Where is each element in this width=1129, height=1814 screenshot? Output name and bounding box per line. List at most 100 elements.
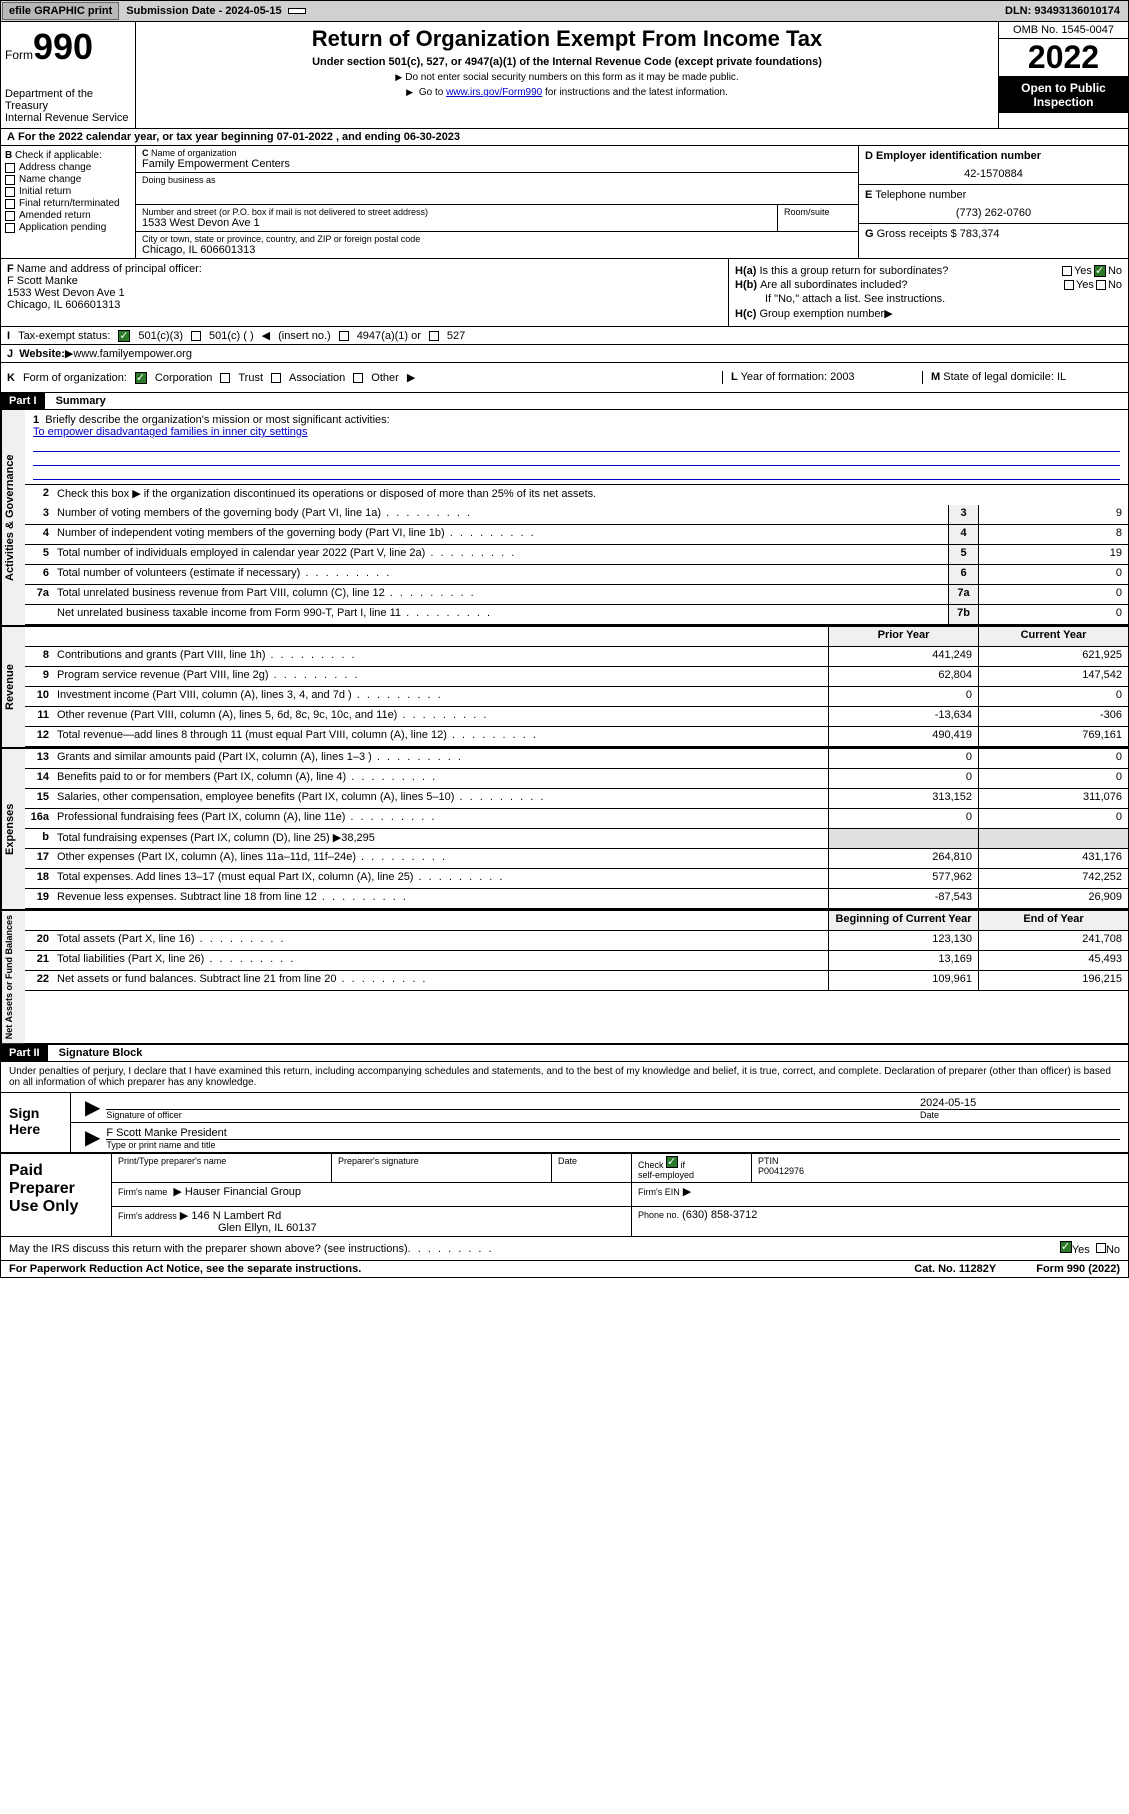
part1-badge: Part I <box>1 393 45 409</box>
eoy-hdr: End of Year <box>978 911 1128 930</box>
row-num: 13 <box>25 749 53 768</box>
rev-header-row: Prior Year Current Year <box>25 627 1128 647</box>
row-text: Number of independent voting members of … <box>53 525 948 544</box>
na-header-row: Beginning of Current Year End of Year <box>25 911 1128 931</box>
chk-assoc[interactable] <box>271 373 281 383</box>
current-year-val: -306 <box>978 707 1128 726</box>
chk-address-change[interactable] <box>5 163 15 173</box>
current-year-val: 0 <box>978 809 1128 828</box>
row-text: Professional fundraising fees (Part IX, … <box>53 809 828 828</box>
irs-link[interactable]: www.irs.gov/Form990 <box>446 87 542 98</box>
chk-app-pending[interactable] <box>5 223 15 233</box>
ag-row: Net unrelated business taxable income fr… <box>25 605 1128 625</box>
dots <box>408 1243 494 1255</box>
discuss-no[interactable] <box>1096 1243 1106 1253</box>
chk-501c3[interactable] <box>118 330 130 342</box>
row-text: Investment income (Part VIII, column (A)… <box>53 687 828 706</box>
row-box: 7a <box>948 585 978 604</box>
row-text: Total expenses. Add lines 13–17 (must eq… <box>53 869 828 888</box>
discuss-yes[interactable] <box>1060 1241 1072 1253</box>
vert-ag: Activities & Governance <box>1 410 25 625</box>
org-city: Chicago, IL 606601313 <box>142 244 852 256</box>
note2-pre: Go to <box>419 87 446 98</box>
row-box: 4 <box>948 525 978 544</box>
ha-no-checked[interactable] <box>1094 265 1106 277</box>
row-box: 5 <box>948 545 978 564</box>
current-year-val: 621,925 <box>978 647 1128 666</box>
row-num: 22 <box>25 971 53 990</box>
current-year-val: 311,076 <box>978 789 1128 808</box>
chk-final[interactable] <box>5 199 15 209</box>
org-name: Family Empowerment Centers <box>142 158 852 170</box>
row-text: Total unrelated business revenue from Pa… <box>53 585 948 604</box>
row-num: 21 <box>25 951 53 970</box>
submission-date-box <box>288 8 306 14</box>
n-b: b <box>25 829 53 848</box>
letter-m: M <box>931 371 940 383</box>
chk-4947[interactable] <box>339 331 349 341</box>
website-label: Website: <box>19 348 65 360</box>
chk-initial[interactable] <box>5 187 15 197</box>
prior-year-val: 0 <box>828 749 978 768</box>
pycy-row: 10 Investment income (Part VIII, column … <box>25 687 1128 707</box>
row-text: Total number of volunteers (estimate if … <box>53 565 948 584</box>
city-label: City or town, state or province, country… <box>142 234 852 244</box>
ha-yes[interactable] <box>1062 266 1072 276</box>
section-activities-governance: Activities & Governance 1 Briefly descri… <box>1 410 1128 627</box>
pycy-row: 12 Total revenue—add lines 8 through 11 … <box>25 727 1128 747</box>
domicile: IL <box>1057 371 1066 383</box>
pycy-row: 17 Other expenses (Part IX, column (A), … <box>25 849 1128 869</box>
row-text: Grants and similar amounts paid (Part IX… <box>53 749 828 768</box>
row-text: Benefits paid to or for members (Part IX… <box>53 769 828 788</box>
row-box: 6 <box>948 565 978 584</box>
efile-print-button[interactable]: efile GRAPHIC print <box>2 2 119 20</box>
firm-phone-cell: Phone no. (630) 858-3712 <box>632 1207 1128 1236</box>
website-url[interactable]: www.familyempower.org <box>73 348 192 360</box>
opt-527: 527 <box>447 330 465 342</box>
spacer <box>53 911 828 930</box>
note-link: Go to www.irs.gov/Form990 for instructio… <box>144 87 990 98</box>
hb-no[interactable] <box>1096 280 1106 290</box>
b-amended: Amended return <box>19 210 91 221</box>
spacer <box>53 627 828 646</box>
hb-yes[interactable] <box>1064 280 1074 290</box>
letter-a: A <box>7 131 15 143</box>
chk-527[interactable] <box>429 331 439 341</box>
signature-block: Under penalties of perjury, I declare th… <box>1 1062 1128 1153</box>
row-num: 20 <box>25 931 53 950</box>
row-text: Other revenue (Part VIII, column (A), li… <box>53 707 828 726</box>
omb-number: OMB No. 1545-0047 <box>999 22 1128 39</box>
current-year-hdr: Current Year <box>978 627 1128 646</box>
sig-date-label: Date <box>920 1109 1120 1120</box>
header-right: OMB No. 1545-0047 2022 Open to Public In… <box>998 22 1128 128</box>
chk-amended[interactable] <box>5 211 15 221</box>
row-box: 3 <box>948 505 978 524</box>
chk-other[interactable] <box>353 373 363 383</box>
chk-501c[interactable] <box>191 331 201 341</box>
f-label: Name and address of principal officer: <box>17 263 202 275</box>
ha-label: Is this a group return for subordinates? <box>759 265 948 277</box>
prior-year-val: 264,810 <box>828 849 978 868</box>
chk-trust[interactable] <box>220 373 230 383</box>
form-container: efile GRAPHIC print Submission Date - 20… <box>0 0 1129 1278</box>
letter-j: J <box>7 348 13 360</box>
row-text: Other expenses (Part IX, column (A), lin… <box>53 849 828 868</box>
chk-corp[interactable] <box>135 372 147 384</box>
calendar-year-line: A For the 2022 calendar year, or tax yea… <box>1 129 1128 146</box>
row-val: 9 <box>978 505 1128 524</box>
part1-header: Part I Summary <box>1 393 1128 410</box>
ag-row: 7a Total unrelated business revenue from… <box>25 585 1128 605</box>
row16b-py <box>828 829 978 848</box>
row-num: 12 <box>25 727 53 746</box>
chk-name-change[interactable] <box>5 175 15 185</box>
yes-label2: Yes <box>1076 279 1094 291</box>
form-number: 990 <box>33 26 93 68</box>
part2-header: Part II Signature Block <box>1 1045 1128 1062</box>
section-fh: F Name and address of principal officer:… <box>1 259 1128 327</box>
chk-self-employed[interactable] <box>666 1156 678 1168</box>
tel-value: (773) 262-0760 <box>865 207 1122 219</box>
col-d: D Employer identification number 42-1570… <box>858 146 1128 258</box>
row-text: Salaries, other compensation, employee b… <box>53 789 828 808</box>
row-val: 0 <box>978 585 1128 604</box>
hb-note: If "No," attach a list. See instructions… <box>765 293 945 305</box>
